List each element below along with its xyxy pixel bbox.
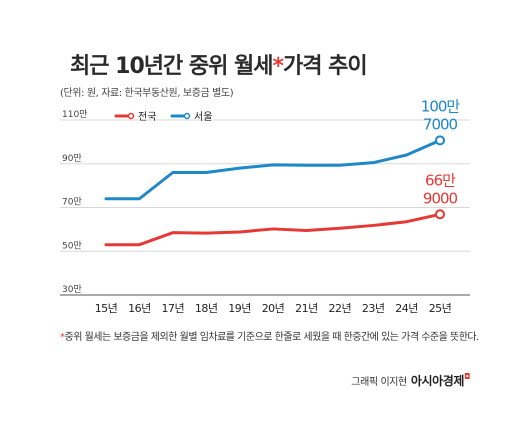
x-tick-label: 21년	[295, 302, 318, 315]
title-star: *	[272, 54, 284, 79]
x-tick-label: 18년	[195, 302, 218, 315]
legend-label: 서울	[194, 111, 212, 123]
footnote-star: *	[60, 332, 65, 343]
x-tick-label: 15년	[95, 302, 118, 315]
chart-subtitle: (단위: 원, 자료: 한국부동산원, 보증금 별도)	[60, 88, 234, 99]
end-value-label: 7000	[423, 115, 458, 133]
y-tick-label: 30만	[62, 284, 82, 295]
y-tick-label: 90만	[62, 153, 82, 164]
credit: 그래픽 이지현 아시아경제◘	[351, 372, 470, 389]
series-line-서울	[104, 138, 442, 201]
x-tick-label: 23년	[362, 302, 385, 315]
line-chart: 30만 50만 70만 90만 110만 15년 16년 17년 18년 19년 20년 21년 22년…	[60, 97, 470, 315]
x-tick-label: 24년	[395, 302, 418, 315]
y-tick-label: 110만	[62, 109, 87, 120]
x-tick-label: 22년	[328, 302, 351, 315]
brand-logo: 아시아경제	[410, 374, 465, 388]
y-tick-label: 50만	[62, 240, 82, 251]
x-tick-label: 25년	[429, 302, 452, 315]
x-tick-label: 19년	[228, 302, 251, 315]
end-value-label: 66만	[425, 171, 456, 189]
x-tick-label: 20년	[262, 302, 285, 315]
series-line-전국	[104, 212, 442, 247]
legend-label: 전국	[138, 111, 156, 123]
title-main: 최근 10년간 중위 월세	[70, 54, 274, 79]
legend-marker	[127, 112, 135, 120]
data-point	[435, 135, 445, 146]
footnote-text: 중위 월세는 보증금을 제외한 월별 임차료를 기준으로 한줄로 세웠을 때 한…	[64, 332, 480, 343]
legend-marker	[183, 112, 191, 120]
data-point	[435, 209, 445, 220]
brand-mark-icon: ◘	[464, 372, 470, 381]
y-tick-label: 70만	[62, 197, 82, 208]
footnote: *중위 월세는 보증금을 제외한 월별 임차료를 기준으로 한줄로 세웠을 때 …	[60, 330, 480, 345]
credit-graphic: 그래픽 이지현	[351, 377, 407, 388]
x-tick-label: 17년	[161, 302, 184, 315]
chart-title: 최근 10년간 중위 월세*가격 추이	[70, 48, 368, 80]
end-value-label: 9000	[423, 189, 458, 207]
title-rest: 가격 추이	[283, 54, 368, 79]
x-tick-label: 16년	[128, 302, 151, 315]
end-value-label: 100만	[421, 97, 461, 115]
